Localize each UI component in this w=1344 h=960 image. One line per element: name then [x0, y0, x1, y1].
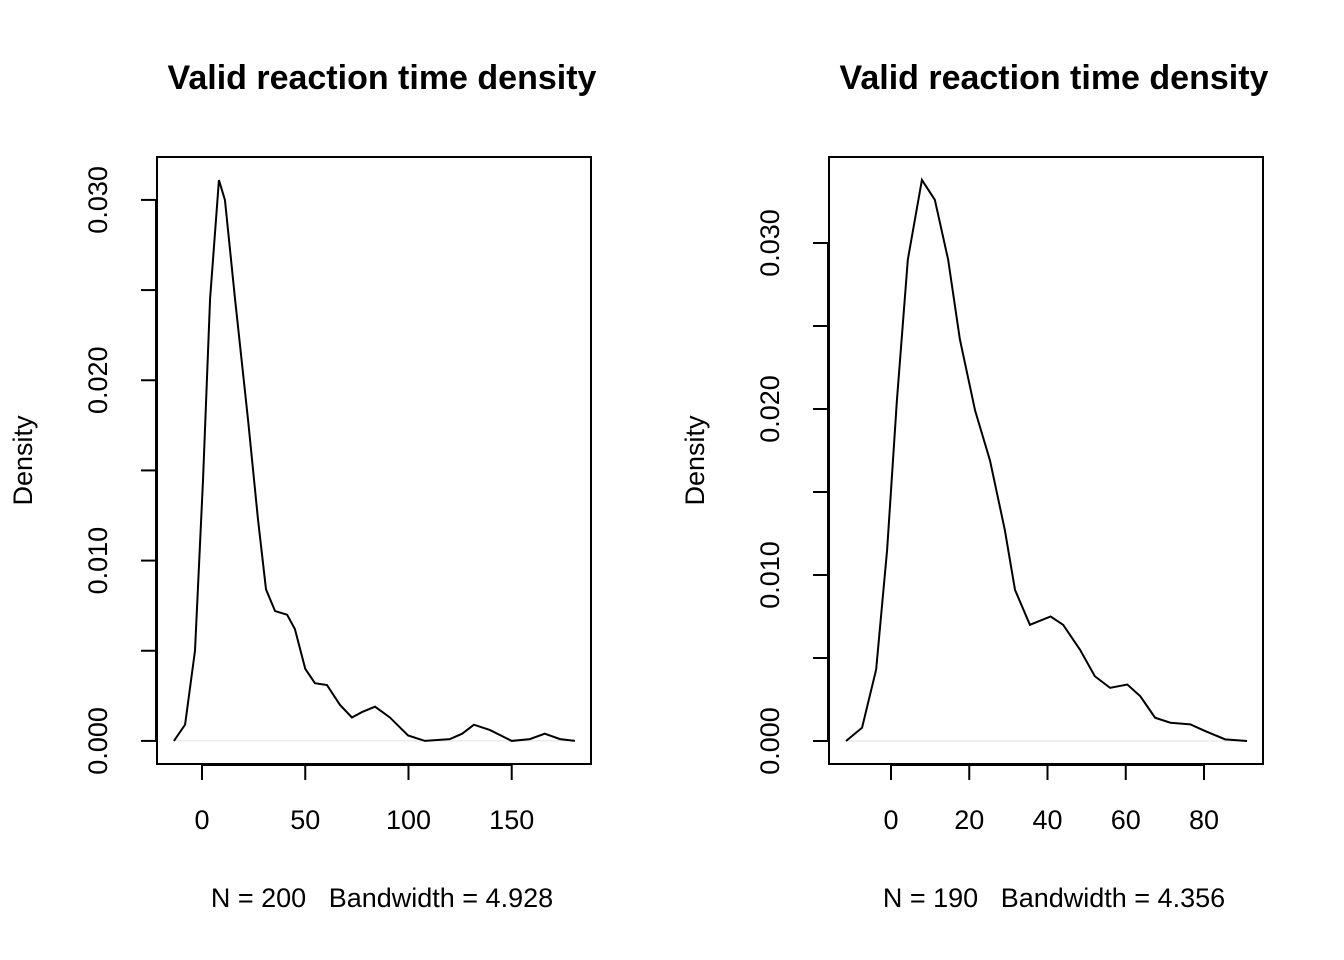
x-tick-label: 150	[489, 805, 534, 835]
plot-frame	[156, 156, 592, 765]
y-tick-label: 0.010	[755, 541, 785, 609]
density-curve	[173, 179, 576, 742]
plot-frame	[828, 156, 1264, 765]
y-tick-label: 0.020	[755, 375, 785, 443]
y-tick-label: 0.010	[83, 527, 113, 595]
x-tick-label: 100	[386, 805, 431, 835]
y-tick-label: 0.000	[83, 707, 113, 775]
x-tick-label: 60	[1111, 805, 1141, 835]
chart-title: Valid reaction time density	[168, 59, 597, 97]
x-tick-label: 0	[883, 805, 898, 835]
x-axis-label: N = 190 Bandwidth = 4.356	[883, 883, 1225, 913]
y-axis-label: Density	[8, 415, 38, 506]
x-tick-label: 40	[1032, 805, 1062, 835]
x-tick-label: 20	[954, 805, 984, 835]
x-tick-label: 80	[1189, 805, 1219, 835]
x-tick-label: 50	[290, 805, 320, 835]
y-tick-label: 0.020	[83, 346, 113, 414]
y-axis-label: Density	[680, 415, 710, 506]
y-tick-label: 0.000	[755, 707, 785, 775]
y-tick-label: 0.030	[755, 209, 785, 277]
chart-title: Valid reaction time density	[840, 59, 1269, 97]
x-axis-label: N = 200 Bandwidth = 4.928	[211, 883, 553, 913]
plot-panel: Valid reaction time density N = 200 Bandw…	[8, 59, 596, 913]
x-tick-label: 0	[194, 805, 209, 835]
plot-panel: Valid reaction time density N = 190 Bandw…	[680, 59, 1268, 913]
y-tick-label: 0.030	[83, 166, 113, 234]
density-curve	[845, 177, 1248, 742]
